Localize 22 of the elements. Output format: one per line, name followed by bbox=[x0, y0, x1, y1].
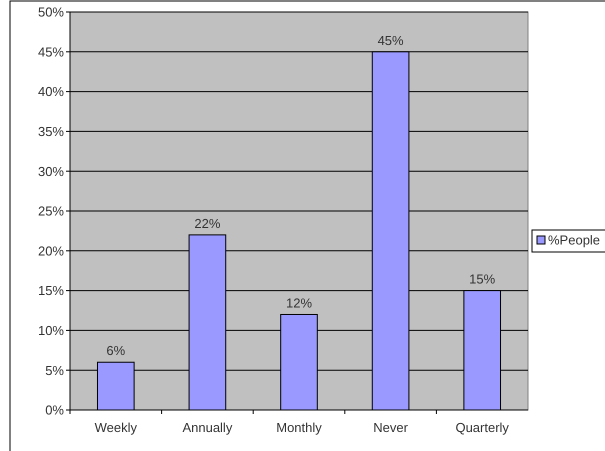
y-tick-label: 25% bbox=[38, 204, 64, 219]
y-tick-label: 15% bbox=[38, 283, 64, 298]
legend-label: %People bbox=[548, 232, 600, 248]
y-tick-label: 0% bbox=[45, 402, 64, 418]
x-tick-label: Annually bbox=[182, 420, 233, 435]
data-label: 12% bbox=[286, 295, 312, 310]
x-tick-label: Quarterly bbox=[455, 420, 510, 435]
data-label: 22% bbox=[194, 216, 221, 231]
x-tick-label: Monthly bbox=[276, 420, 322, 435]
data-label: 15% bbox=[469, 272, 496, 287]
y-tick-label: 20% bbox=[38, 243, 64, 258]
x-tick-label: Never bbox=[373, 420, 409, 435]
y-tick-label: 10% bbox=[38, 322, 64, 338]
data-label: 45% bbox=[378, 32, 404, 48]
y-tick-label: 35% bbox=[38, 124, 64, 139]
y-tick-label: 5% bbox=[45, 362, 64, 378]
y-tick-label: 40% bbox=[38, 84, 64, 100]
y-tick-label: 50% bbox=[38, 4, 64, 20]
data-label: 6% bbox=[106, 343, 126, 358]
y-tick-label: 45% bbox=[38, 44, 64, 60]
y-tick-label: 30% bbox=[38, 164, 64, 179]
x-tick-label: Weekly bbox=[94, 420, 138, 435]
